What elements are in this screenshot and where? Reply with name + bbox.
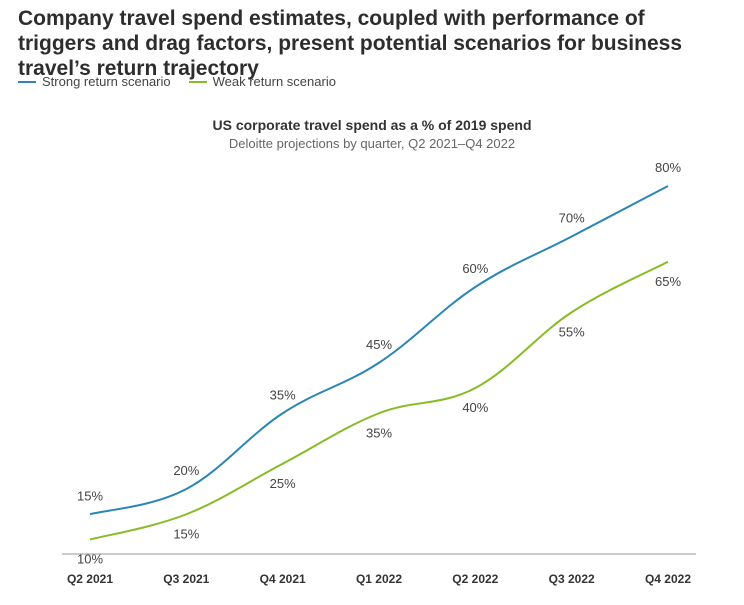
x-tick-label: Q4 2021 bbox=[260, 572, 306, 586]
data-label-strong: 45% bbox=[366, 337, 392, 352]
data-label-strong: 70% bbox=[559, 211, 585, 226]
data-label-weak: 15% bbox=[173, 526, 199, 541]
series-line-weak bbox=[89, 260, 669, 541]
legend-label-strong: Strong return scenario bbox=[42, 74, 171, 89]
data-label-weak: 10% bbox=[77, 552, 103, 567]
data-label-strong: 35% bbox=[270, 387, 296, 402]
chart-legend: Strong return scenario Weak return scena… bbox=[18, 74, 354, 89]
data-label-strong: 20% bbox=[173, 463, 199, 478]
legend-swatch-strong bbox=[18, 80, 36, 83]
legend-item-weak: Weak return scenario bbox=[188, 74, 336, 89]
series-line-strong bbox=[89, 185, 669, 516]
data-label-weak: 25% bbox=[270, 476, 296, 491]
legend-item-strong: Strong return scenario bbox=[18, 74, 171, 89]
chart-subtitle: Deloitte projections by quarter, Q2 2021… bbox=[228, 136, 516, 151]
x-tick-label: Q1 2022 bbox=[356, 572, 402, 586]
chart-title: US corporate travel spend as a % of 2019… bbox=[212, 117, 532, 133]
data-label-strong: 15% bbox=[77, 488, 103, 503]
data-label-weak: 55% bbox=[559, 324, 585, 339]
data-label-weak: 40% bbox=[462, 400, 488, 415]
chart-headline: Company travel spend estimates, coupled … bbox=[18, 7, 683, 80]
data-label-strong: 60% bbox=[462, 261, 488, 276]
x-tick-label: Q2 2021 bbox=[67, 572, 113, 586]
x-tick-label: Q3 2021 bbox=[163, 572, 209, 586]
data-label-strong: 80% bbox=[655, 160, 681, 175]
data-label-weak: 35% bbox=[366, 425, 392, 440]
legend-label-weak: Weak return scenario bbox=[212, 74, 336, 89]
x-tick-label: Q2 2022 bbox=[452, 572, 498, 586]
legend-swatch-weak bbox=[188, 80, 207, 83]
x-tick-label: Q4 2022 bbox=[645, 572, 691, 586]
x-tick-label: Q3 2022 bbox=[549, 572, 595, 586]
data-label-weak: 65% bbox=[655, 274, 681, 289]
